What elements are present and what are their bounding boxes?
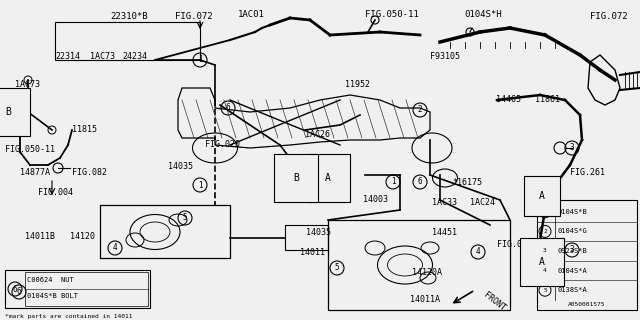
Text: 1AC73: 1AC73 [15, 80, 40, 89]
Text: 3: 3 [543, 249, 547, 253]
Text: A: A [539, 191, 545, 201]
Text: FIG.072: FIG.072 [175, 12, 212, 21]
Text: 14120: 14120 [70, 232, 95, 241]
Text: C00624  NUT: C00624 NUT [27, 277, 74, 283]
Text: FIG.020: FIG.020 [205, 140, 240, 149]
Text: 1AC26: 1AC26 [305, 130, 330, 139]
Text: 11952: 11952 [345, 80, 370, 89]
Text: 6: 6 [226, 103, 230, 113]
Text: 4: 4 [476, 247, 480, 257]
Text: FIG.020: FIG.020 [497, 240, 532, 249]
Text: 1: 1 [198, 55, 202, 65]
Text: FIG.261: FIG.261 [570, 168, 605, 177]
Text: 14003: 14003 [363, 195, 388, 204]
Text: 1: 1 [198, 180, 202, 189]
Text: 4: 4 [543, 268, 547, 273]
Text: 3: 3 [570, 143, 574, 153]
Text: 14011A: 14011A [410, 295, 440, 304]
Text: 1AC01: 1AC01 [238, 10, 265, 19]
Text: B: B [293, 173, 299, 183]
Text: 6: 6 [17, 287, 21, 297]
Text: *16175: *16175 [452, 178, 482, 187]
Text: 14011: 14011 [300, 248, 325, 257]
Text: FRONT: FRONT [482, 290, 508, 313]
Text: A: A [325, 173, 331, 183]
Text: 24234: 24234 [122, 52, 147, 61]
Text: B: B [5, 107, 11, 117]
Text: 0138S*A: 0138S*A [558, 287, 588, 293]
Bar [5, 270, 150, 308]
Text: 5: 5 [543, 288, 547, 293]
Text: FIG.050-11: FIG.050-11 [365, 10, 419, 19]
Text: 3: 3 [570, 245, 574, 254]
Text: FIG.072: FIG.072 [590, 12, 628, 21]
Text: 6: 6 [13, 284, 17, 293]
Text: A: A [539, 257, 545, 267]
Text: 6: 6 [418, 178, 422, 187]
Text: 0104S*B: 0104S*B [558, 209, 588, 215]
Text: 0104S*G: 0104S*G [558, 228, 588, 234]
Text: 0104S*H: 0104S*H [464, 10, 502, 19]
Text: 0923S*B: 0923S*B [558, 248, 588, 254]
Text: 22314: 22314 [55, 52, 80, 61]
Text: 5: 5 [182, 213, 188, 222]
Text: 5: 5 [335, 263, 339, 273]
Text: FIG.082: FIG.082 [72, 168, 107, 177]
Text: 1: 1 [543, 209, 547, 214]
Text: F93105: F93105 [430, 52, 460, 61]
Text: 1: 1 [390, 178, 396, 187]
Text: 2: 2 [418, 106, 422, 115]
Text: 14035: 14035 [168, 162, 193, 171]
Text: 0104S*A: 0104S*A [558, 268, 588, 274]
Text: 14877A: 14877A [20, 168, 50, 177]
Text: 1AC24: 1AC24 [470, 198, 495, 207]
Text: 14120A: 14120A [412, 268, 442, 277]
Text: 0104S*B BOLT: 0104S*B BOLT [27, 293, 78, 299]
Text: FIG.050-11: FIG.050-11 [5, 145, 55, 154]
Text: FIG.004: FIG.004 [38, 188, 73, 197]
Text: A050001575: A050001575 [568, 302, 605, 308]
Bar [25, 272, 148, 306]
Text: 22310*B: 22310*B [110, 12, 148, 21]
Text: 11815: 11815 [72, 125, 97, 134]
Text: 14451: 14451 [432, 228, 457, 237]
Text: 14035: 14035 [306, 228, 331, 237]
Bar [537, 200, 637, 310]
Text: 14011B: 14011B [25, 232, 55, 241]
Text: 1AC73: 1AC73 [90, 52, 115, 61]
Text: *mark parts are contained in 14011: *mark parts are contained in 14011 [5, 314, 132, 319]
Text: 1AC33: 1AC33 [432, 198, 457, 207]
Text: 2: 2 [543, 229, 547, 234]
Text: 14465: 14465 [496, 95, 521, 104]
Text: 4: 4 [113, 244, 117, 252]
Text: 11861: 11861 [535, 95, 560, 104]
